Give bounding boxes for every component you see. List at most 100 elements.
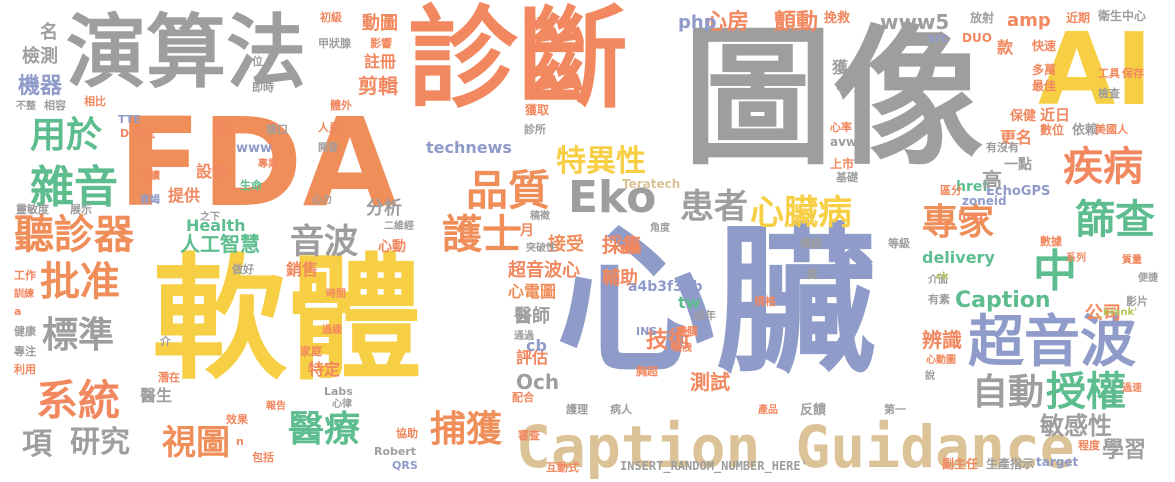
word-zhikong: 質控 — [532, 65, 554, 78]
word-shengming: 生命 — [240, 179, 262, 192]
word-yingxiang: 影響 — [370, 37, 392, 50]
word-biaozhun: 標準 — [42, 315, 115, 356]
word-shebei: 設備 — [196, 162, 229, 181]
word-bianshi: 辨識 — [922, 328, 962, 352]
word-zuijia: 最佳 — [1032, 79, 1057, 93]
word-zhanshi: 展示 — [70, 203, 92, 216]
word-jiemian: 介面 — [928, 275, 948, 286]
word-ck: ck — [936, 271, 949, 282]
word-shitu: 視圖 — [162, 423, 230, 463]
word-chanpin: 產品 — [758, 405, 778, 416]
word-xindong: 心動 — [378, 239, 406, 255]
word-src: src — [928, 31, 949, 45]
word-baojian: 保健 — [1010, 109, 1037, 124]
word-avw: avw — [830, 135, 858, 149]
word-shouquan: 授權 — [1046, 369, 1126, 415]
word-peihe: 配合 — [512, 391, 534, 404]
word-xiang: 項 — [22, 427, 52, 462]
word-fenxi: 分析 — [366, 198, 402, 219]
word-jinqi: 近期 — [1066, 11, 1091, 25]
word-tw: tw — [678, 293, 701, 312]
word-yiliao: 醫療 — [288, 409, 361, 450]
word-ceshi: 測試 — [690, 370, 730, 394]
word-tiwai: 體外 — [330, 99, 352, 112]
word-yue: 月 — [520, 223, 534, 239]
word-fankui: 反饋 — [800, 403, 827, 418]
word-gongzuo: 工作 — [14, 269, 36, 282]
word-nian: 年 — [212, 120, 230, 141]
word-chengxu: 稿徵 — [530, 211, 550, 222]
word-php: php — [678, 12, 717, 33]
word-xiangrong: 相容 — [44, 99, 66, 112]
word-baokuo: 包括 — [252, 451, 274, 464]
word-tigong: 提供 — [168, 186, 201, 205]
word-baocun: 保存 — [1122, 67, 1144, 80]
word-qianzai: 潛在 — [158, 371, 180, 384]
word-yingpian: 影片 — [1126, 295, 1148, 308]
word-eko: Eko — [568, 172, 657, 223]
word-dongtu: 動圖 — [362, 13, 398, 34]
word-yanjiu: 研究 — [70, 425, 130, 460]
word-zhuanye: 專業 — [258, 159, 278, 170]
word-xindongtu: 心動圖 — [926, 355, 956, 366]
word-chuantong: 傳統 — [800, 237, 822, 250]
word-technews: technews — [426, 138, 512, 157]
word-zoneid: zoneid — [962, 194, 1007, 208]
word-chaoyinboxin: 超音波心 — [508, 260, 580, 281]
word-buhuo: 捕獲 — [430, 409, 503, 450]
word-pinggu: 評估 — [516, 348, 549, 367]
word-yansuanfa: 演算法 — [66, 6, 306, 99]
word-yidian: 一點 — [1004, 157, 1032, 173]
word-zhixia: 之下 — [200, 212, 220, 223]
word-tongguo: 通過 — [514, 331, 534, 342]
word-caiji: 採集 — [602, 233, 642, 257]
word-renyuan: 人員 — [318, 121, 340, 134]
word-teyixing: 特異性 — [556, 144, 646, 179]
word-jieshou: 接受 — [548, 234, 584, 255]
word-insert: INSERT_RANDOM_NUMBER_HERE' — [620, 459, 808, 473]
word-fda: FDA — [118, 92, 398, 234]
word-labs: Labs — [324, 385, 353, 398]
word-pinzhi: 品質 — [466, 166, 551, 215]
word-gao: 高 — [982, 168, 1002, 192]
word-xinlv2: 心律 — [332, 399, 352, 410]
word-chengnian: 成年 — [694, 309, 716, 322]
word-shangshi: 上市 — [830, 157, 855, 171]
word-jianji: 剪輯 — [358, 74, 398, 98]
word-fangshe: 放射 — [970, 11, 995, 25]
word-fuzhuren: 副主任 — [942, 457, 979, 471]
word-jishu: 技術 — [646, 328, 691, 353]
word-buzheng: 不整 — [16, 101, 36, 112]
word-gengming: 更名 — [1000, 128, 1033, 147]
word-shuo: 說 — [925, 371, 935, 382]
word-baogao: 報告 — [266, 401, 286, 412]
word-jiance: 檢測 — [22, 46, 58, 67]
word-shaicha: 篩查 — [1075, 197, 1155, 243]
word-huanzhe: 患者 — [680, 187, 748, 227]
word-tao: 套 — [806, 267, 819, 281]
word-tiyan: 體驗 — [620, 245, 640, 256]
word-erwei: 二維經 — [384, 221, 414, 232]
word-huoqu: 獲取 — [525, 103, 550, 117]
word-zhiliang: 質量 — [1122, 255, 1142, 266]
word-zidong: 自動 — [972, 372, 1045, 413]
word-jiazhuang: 甲狀腺 — [318, 37, 351, 50]
word-xiaoshou: 銷售 — [286, 260, 319, 279]
word-duo: DUO — [962, 31, 992, 45]
word-chaoyinbo: 超音波 — [968, 310, 1136, 375]
word-caption: Caption — [955, 288, 1051, 313]
word-href: href — [956, 179, 989, 195]
word-xiongchao: 胸超 — [636, 365, 658, 378]
word-zayin: 雜音 — [30, 162, 118, 213]
word-robert: Robert — [374, 445, 417, 458]
word-guize: 規格 — [754, 295, 776, 308]
word-echogps: EchoGPS — [986, 184, 1051, 199]
word-lingmin: 靈敏度 — [16, 203, 49, 216]
word-jiekou: 接口 — [266, 123, 288, 136]
word-jiankang: 健康 — [14, 325, 36, 338]
word-jiaodu: 角度 — [650, 223, 670, 234]
word-blank: _blank' — [1098, 307, 1138, 318]
word-ins: INS — [636, 325, 658, 338]
word-shijian: 時間 — [326, 289, 346, 300]
word-www: www — [236, 141, 273, 156]
